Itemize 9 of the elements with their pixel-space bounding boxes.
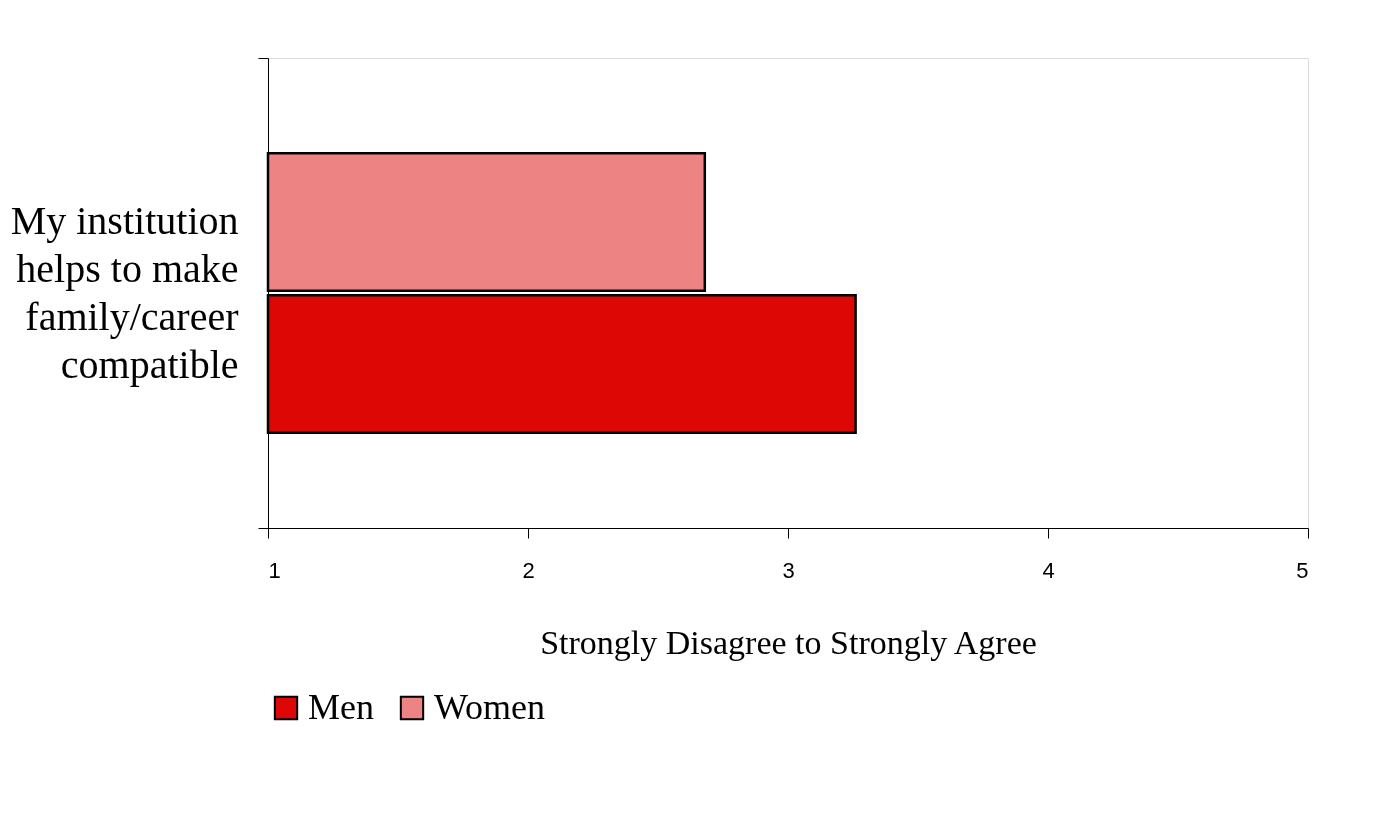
- x-tick-label: 3: [782, 557, 795, 583]
- x-tick-label: 4: [1042, 557, 1055, 583]
- x-tick-label: 5: [1296, 557, 1309, 583]
- legend-label: Women: [434, 687, 546, 727]
- y-tick-label: My institution helps to make family/career compatible: [10, 197, 239, 387]
- x-tick-label: 2: [522, 557, 535, 583]
- x-axis-title: Strongly Disagree to Strongly Agree: [540, 623, 1037, 661]
- legend-label: Men: [308, 687, 374, 727]
- x-tick-label: 1: [268, 557, 281, 583]
